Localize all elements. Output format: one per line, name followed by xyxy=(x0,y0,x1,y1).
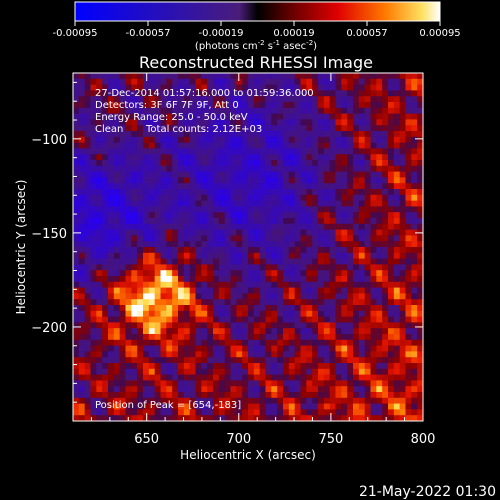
x-tick-label: 650 xyxy=(134,432,159,447)
colorbar-unit: (photons cm-2 s-1 asec-2) xyxy=(195,39,317,52)
y-axis-label: Heliocentric Y (arcsec) xyxy=(14,180,28,315)
colorbar-tick-label: 0.00095 xyxy=(419,28,460,39)
x-tick-label: 750 xyxy=(318,432,343,447)
y-tick-label: −150 xyxy=(31,227,67,242)
colorbar-tick-label: -0.00057 xyxy=(126,28,171,39)
colorbar-tick-label: 0.00057 xyxy=(346,28,387,39)
energy-range-text: Energy Range: 25.0 - 50.0 keV xyxy=(95,112,248,123)
time-range-text: 27-Dec-2014 01:57:16.000 to 01:59:36.000 xyxy=(95,88,314,99)
method-text: Clean xyxy=(95,124,123,135)
colorbar-tick-label: -0.00095 xyxy=(53,28,98,39)
x-tick-label: 800 xyxy=(411,432,436,447)
colorbar-ticks: -0.00095 -0.00057 -0.00019 0.00019 0.00057 0.… xyxy=(53,21,461,39)
y-tick-label: −200 xyxy=(31,321,67,336)
colorbar-tick-label: -0.00019 xyxy=(199,28,244,39)
x-axis-label: Heliocentric X (arcsec) xyxy=(180,448,316,462)
timestamp: 21-May-2022 01:30 xyxy=(359,484,496,500)
colorbar: -0.00095 -0.00057 -0.00019 0.00019 0.00057 0.… xyxy=(53,1,461,52)
total-counts-text: Total counts: 2.12E+03 xyxy=(145,124,262,135)
x-tick-label: 700 xyxy=(226,432,251,447)
plot-frame xyxy=(72,72,424,422)
detectors-text: Detectors: 3F 6F 7F 9F, Att 0 xyxy=(95,100,239,111)
colorbar-strip xyxy=(74,1,441,22)
axes: 650 700 750 800 −100 −150 −200 xyxy=(31,73,435,447)
info-annotations: 27-Dec-2014 01:57:16.000 to 01:59:36.000… xyxy=(95,88,314,411)
peak-position-text: Position of Peak = [654,-183] xyxy=(95,400,241,411)
chart-title: Reconstructed RHESSI Image xyxy=(139,53,373,72)
colorbar-tick-label: 0.00019 xyxy=(273,28,314,39)
heatmap-image xyxy=(73,73,423,421)
y-tick-label: −100 xyxy=(31,133,67,148)
